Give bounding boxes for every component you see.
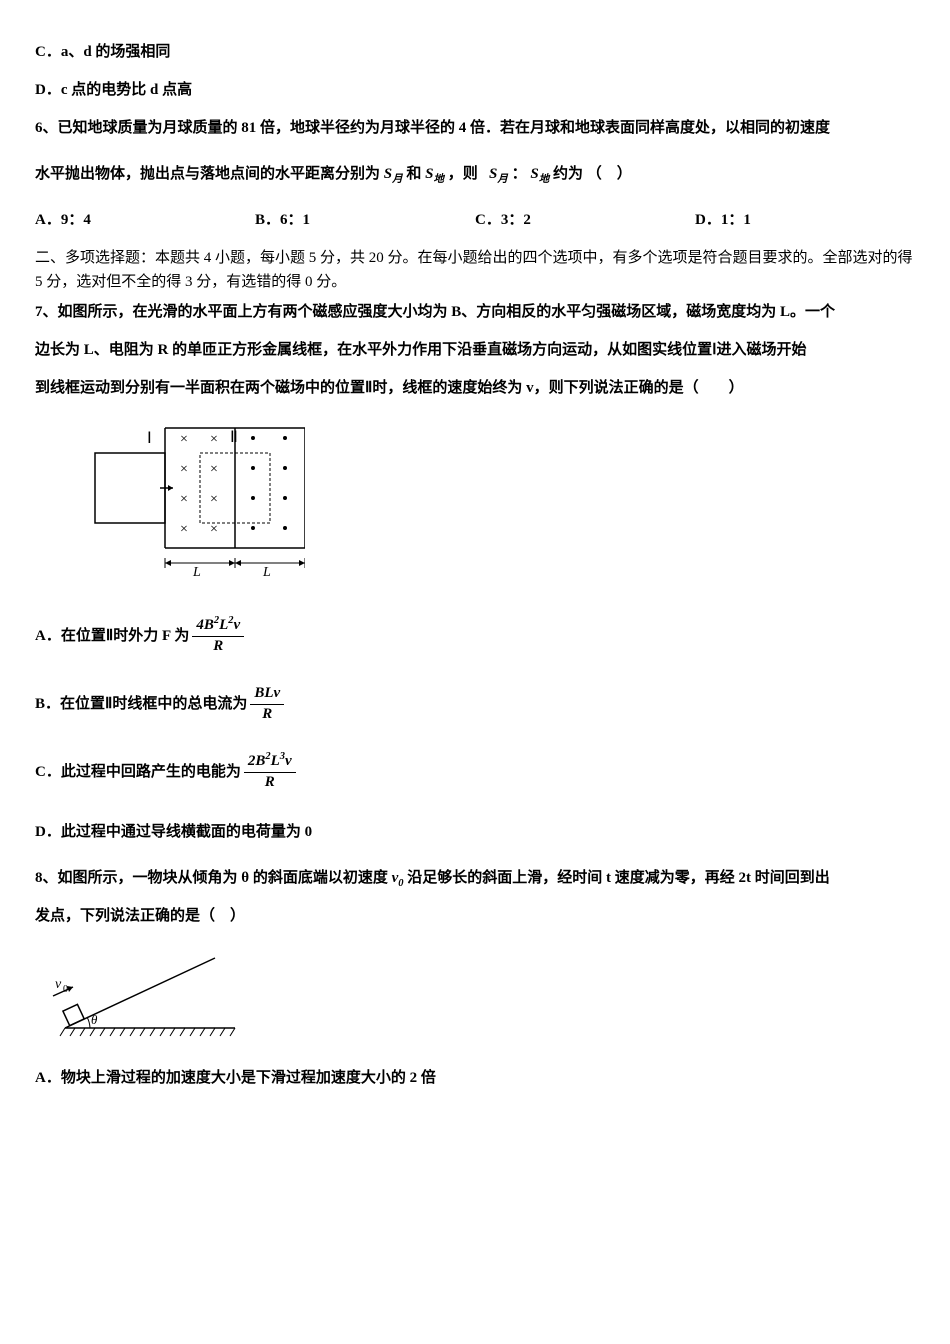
q6-stem2e: 约为 [553, 166, 583, 182]
q7-opt-b: B．在位置Ⅱ时线框中的总电流为 BLv R [35, 684, 915, 724]
svg-text:Ⅰ: Ⅰ [147, 430, 152, 447]
q6-stem-line1: 6、已知地球质量为月球质量的 81 倍，地球半径约为月球半径的 4 倍．若在月球… [35, 116, 915, 140]
q6-options: A．9：4 B．6：1 C．3：2 D．1：1 [35, 208, 915, 232]
section2-title: 二、多项选择题：本题共 4 小题，每小题 5 分，共 20 分。在每小题给出的四… [35, 246, 915, 294]
q8-figure: v 0 θ [35, 938, 255, 1048]
q6-stem2b: 和 [406, 166, 421, 182]
q5-option-d: D．c 点的电势比 d 点高 [35, 78, 915, 102]
svg-text:×: × [210, 462, 218, 477]
svg-text:×: × [210, 522, 218, 537]
q7-opta-frac: 4B2L2v R [192, 616, 244, 656]
q8-v0: v0 [392, 870, 404, 886]
q6-opt-c: C．3：2 [475, 208, 695, 232]
q5-option-c: C．a、d 的场强相同 [35, 40, 915, 64]
q7-optc-frac: 2B2L3v R [244, 752, 296, 792]
q7-stem-line2: 边长为 L、电阻为 R 的单匝正方形金属线框，在水平外力作用下沿垂直磁场方向运动… [35, 338, 915, 362]
q7-opt-d: D．此过程中通过导线横截面的电荷量为 0 [35, 820, 915, 844]
q6-s-earth-2: S地 [530, 166, 549, 182]
svg-text:Ⅱ: Ⅱ [230, 429, 238, 446]
svg-text:v: v [55, 977, 62, 992]
q8-stem1a: 8、如图所示，一物块从倾角为 θ 的斜面底端以初速度 [35, 870, 388, 886]
svg-text:×: × [180, 522, 188, 537]
svg-text:×: × [210, 432, 218, 447]
q8-stem1b: 沿足够长的斜面上滑，经时间 t 速度减为零，再经 2t 时间回到出 [407, 870, 830, 886]
q6-stem2d: ： [512, 166, 527, 182]
q7-stem-line1: 7、如图所示，在光滑的水平面上方有两个磁感应强度大小均为 B、方向相反的水平匀强… [35, 300, 915, 324]
q8-stem-line2: 发点，下列说法正确的是（ ） [35, 904, 915, 928]
q8-stem-line1: 8、如图所示，一物块从倾角为 θ 的斜面底端以初速度 v0 沿足够长的斜面上滑，… [35, 866, 915, 890]
q7-optb-frac: BLv R [250, 684, 284, 724]
q6-s-earth-1: S地 [425, 166, 444, 182]
q6-opt-b: B．6：1 [255, 208, 475, 232]
svg-text:θ: θ [91, 1012, 98, 1027]
q6-paren: （ ） [587, 166, 632, 182]
q7-opta-prefix: A．在位置Ⅱ时外力 F 为 [35, 624, 189, 648]
q7-figure-svg: × × × × × × × × Ⅰ Ⅱ [85, 418, 305, 588]
q7-stem-line3: 到线框运动到分别有一半面积在两个磁场中的位置Ⅱ时，线框的速度始终为 v，则下列说… [35, 376, 915, 400]
q7-opt-c: C．此过程中回路产生的电能为 2B2L3v R [35, 752, 915, 792]
svg-text:L: L [192, 565, 201, 580]
q6-s-moon-1: S月 [384, 166, 403, 182]
q7-optc-prefix: C．此过程中回路产生的电能为 [35, 760, 241, 784]
q6-stem-line2: 水平抛出物体，抛出点与落地点间的水平距离分别为 S月 和 S地 ，则 S月 ： … [35, 162, 915, 186]
svg-text:×: × [180, 462, 188, 477]
q6-opt-a: A．9：4 [35, 208, 255, 232]
q7-figure: × × × × × × × × Ⅰ Ⅱ [85, 418, 305, 588]
svg-text:L: L [262, 565, 271, 580]
q7-optb-prefix: B．在位置Ⅱ时线框中的总电流为 [35, 692, 247, 716]
svg-text:×: × [180, 432, 188, 447]
q6-stem2a: 水平抛出物体，抛出点与落地点间的水平距离分别为 [35, 166, 380, 182]
q6-s-moon-2: S月 [489, 166, 508, 182]
q6-stem2c: ，则 [448, 166, 478, 182]
q6-opt-d: D．1：1 [695, 208, 915, 232]
svg-text:0: 0 [63, 984, 68, 995]
svg-text:×: × [210, 492, 218, 507]
svg-text:×: × [180, 492, 188, 507]
q7-opt-a: A．在位置Ⅱ时外力 F 为 4B2L2v R [35, 616, 915, 656]
q8-figure-svg: v 0 θ [35, 938, 255, 1048]
q8-opt-a: A．物块上滑过程的加速度大小是下滑过程加速度大小的 2 倍 [35, 1066, 915, 1090]
